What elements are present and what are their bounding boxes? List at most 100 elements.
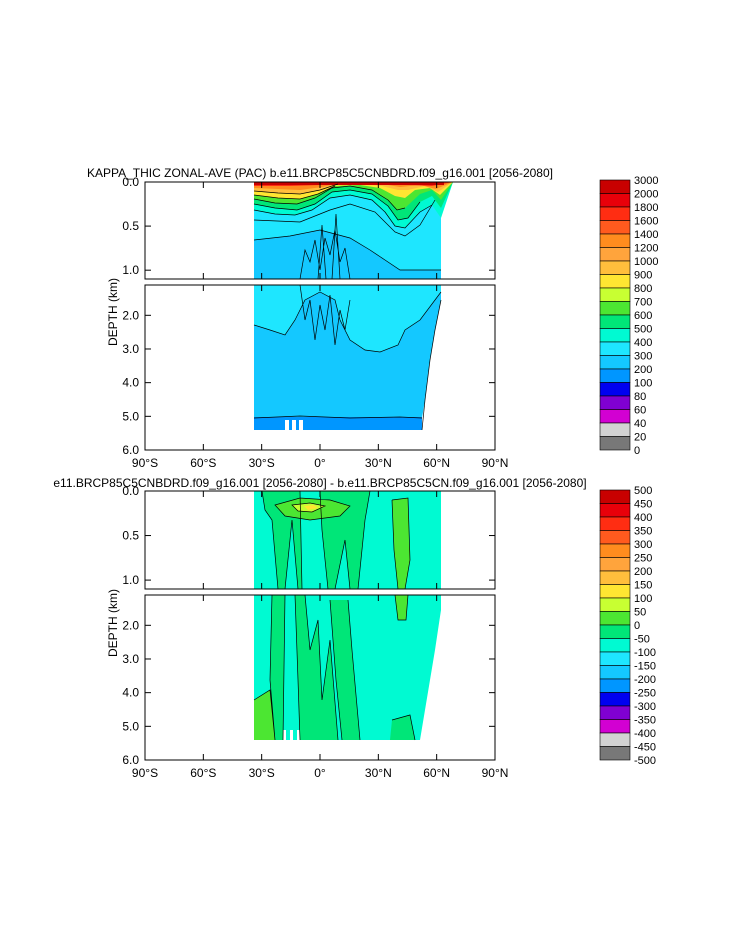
colorbar-swatch <box>599 193 631 208</box>
colorbar-swatch <box>599 422 631 437</box>
colorbar-label: 20 <box>634 432 646 444</box>
colorbar-swatch <box>599 557 631 572</box>
chart-1-lower-field <box>253 285 442 431</box>
y-tick-label: 5.0 <box>122 719 139 733</box>
colorbar-label: 60 <box>634 405 646 417</box>
x-tick-label: 30°N <box>365 766 392 780</box>
colorbar-swatch <box>599 328 631 343</box>
field-fill <box>390 715 415 740</box>
colorbar-label: 500 <box>634 324 652 336</box>
colorbar-label: -150 <box>634 661 656 673</box>
colorbar-label: 900 <box>634 270 652 282</box>
colorbar-swatch <box>599 705 631 720</box>
colorbar-swatch <box>599 584 631 599</box>
colorbar-swatch <box>599 611 631 626</box>
chart-1-axes: 90°S 60°S 30°S 0° 30°N 60°N 90°N 0.0 0.5 1.0 2.0 3.… <box>122 175 508 470</box>
colorbar-swatch <box>599 719 631 734</box>
colorbar-swatch <box>599 409 631 424</box>
chart-2-title: e11.BRCP85C5CNBDRD.f09_g16.001 [2056-208… <box>53 476 586 490</box>
x-tick-label: 30°N <box>365 456 392 470</box>
colorbar-swatch <box>599 570 631 585</box>
contour-lines <box>261 491 411 589</box>
colorbar-label: -350 <box>634 715 656 727</box>
x-tick-label: 60°N <box>423 456 450 470</box>
colorbar-swatch <box>599 287 631 302</box>
colorbar-swatch <box>599 382 631 397</box>
colorbar-swatch <box>599 436 631 451</box>
colorbar-swatch <box>599 516 631 531</box>
y-tick-label: 4.0 <box>122 376 139 390</box>
colorbar-label: 2000 <box>634 189 658 201</box>
colorbar-label: 40 <box>634 418 646 430</box>
colorbar-label: 100 <box>634 378 652 390</box>
colorbar-label: 0 <box>634 445 640 457</box>
x-tick-label: 0° <box>314 456 326 470</box>
field-fill <box>420 595 441 740</box>
colorbar-swatch <box>599 489 631 504</box>
colorbar-swatch <box>599 624 631 639</box>
colorbar-label: 300 <box>634 351 652 363</box>
colorbar-swatch <box>599 651 631 666</box>
field-fill <box>254 300 441 430</box>
chart-2-ylabel: DEPTH (km) <box>106 589 120 657</box>
colorbar-label: 1800 <box>634 202 658 214</box>
contour-lines <box>253 285 442 431</box>
colorbar-label: 1600 <box>634 216 658 228</box>
x-tick-label: 90°N <box>482 766 509 780</box>
field-fill <box>283 730 286 740</box>
field-fill <box>254 417 422 430</box>
colorbar-label: 500 <box>634 485 652 497</box>
x-tick-label: 60°S <box>190 766 216 780</box>
y-tick-label: 3.0 <box>122 342 139 356</box>
y-tick-label: 0.5 <box>122 219 139 233</box>
colorbar-swatch <box>599 314 631 329</box>
x-tick-label: 60°N <box>423 766 450 780</box>
y-tick-label: 0.0 <box>122 175 139 189</box>
colorbar-label: 1200 <box>634 243 658 255</box>
colorbar-swatch <box>599 746 631 761</box>
colorbar-label: 100 <box>634 593 652 605</box>
field-fill <box>395 595 408 620</box>
colorbar-swatch <box>599 638 631 653</box>
colorbar-label: 700 <box>634 297 652 309</box>
y-tick-label: 1.0 <box>122 573 139 587</box>
colorbar-swatch <box>599 665 631 680</box>
colorbar-swatch <box>599 206 631 221</box>
colorbar-swatch <box>599 233 631 248</box>
chart-2-axes: 90°S 60°S 30°S 0° 30°N 60°N 90°N 0.0 0.5 1.0 2.0 3.… <box>122 484 508 780</box>
colorbar-label: 250 <box>634 553 652 565</box>
colorbar-label: 300 <box>634 539 652 551</box>
y-tick-label: 2.0 <box>122 308 139 322</box>
field-fill <box>295 595 338 740</box>
contour-lines <box>253 183 441 279</box>
chart-1-title: KAPPA_THIC ZONAL-AVE (PAC) b.e11.BRCP85C… <box>87 166 553 180</box>
field-fill <box>330 600 360 740</box>
colorbar-label: 600 <box>634 310 652 322</box>
colorbar-swatch <box>599 260 631 275</box>
colorbar-label: 0 <box>634 620 640 632</box>
colorbar-swatch <box>599 530 631 545</box>
colorbar-swatch <box>599 503 631 518</box>
chart-2: e11.BRCP85C5CNBDRD.f09_g16.001 [2056-208… <box>53 476 656 780</box>
colorbar-label: 3000 <box>634 175 658 187</box>
colorbar-label: 350 <box>634 526 652 538</box>
colorbar-swatch <box>599 395 631 410</box>
colorbar-label: 400 <box>634 512 652 524</box>
colorbar-label: 1400 <box>634 229 658 241</box>
colorbar-label: 150 <box>634 580 652 592</box>
colorbar-swatch <box>599 247 631 262</box>
colorbar-swatch <box>599 678 631 693</box>
y-tick-label: 4.0 <box>122 686 139 700</box>
y-tick-label: 6.0 <box>122 443 139 457</box>
field-fill <box>299 420 303 430</box>
field-fill <box>304 505 318 510</box>
colorbar-label: 450 <box>634 499 652 511</box>
field-fill <box>285 420 289 430</box>
field-fill <box>292 420 296 430</box>
colorbar-label: -450 <box>634 742 656 754</box>
field-fill <box>254 285 441 352</box>
chart-2-lower-field <box>253 595 441 741</box>
contour-lines <box>253 595 416 741</box>
